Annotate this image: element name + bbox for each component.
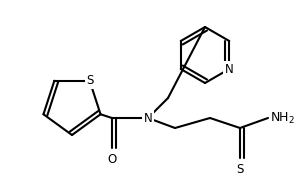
Text: O: O bbox=[107, 153, 117, 166]
Text: NH$_2$: NH$_2$ bbox=[270, 110, 295, 126]
Text: N: N bbox=[144, 112, 152, 124]
Text: S: S bbox=[236, 163, 244, 176]
Text: N: N bbox=[225, 63, 234, 75]
Text: S: S bbox=[86, 74, 93, 87]
